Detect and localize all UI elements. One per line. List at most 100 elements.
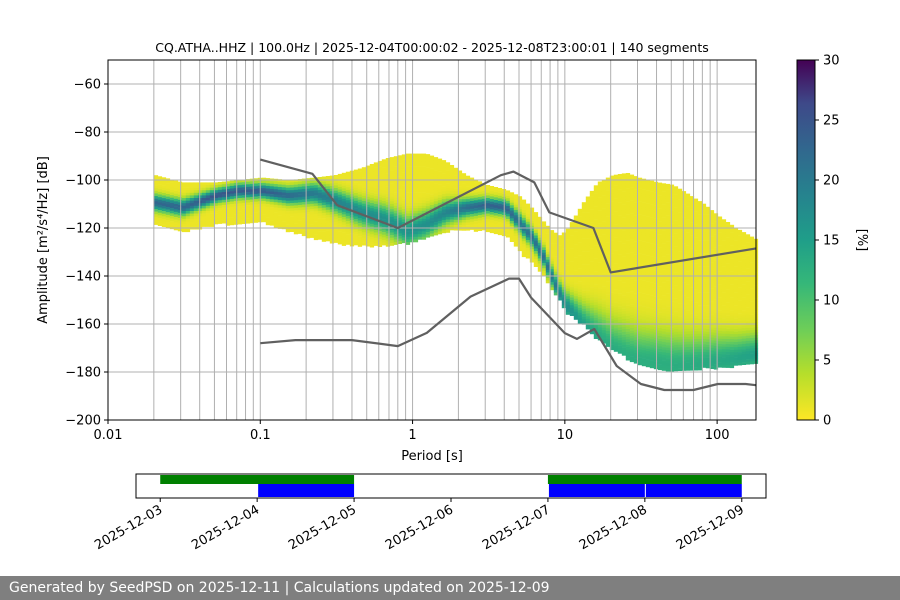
heatmap-cell (425, 161, 431, 165)
heatmap-cell (401, 196, 407, 199)
heatmap-cell (369, 242, 375, 245)
heatmap-cell (237, 221, 243, 225)
heatmap-cell (685, 323, 691, 327)
heatmap-cell (693, 266, 699, 270)
heatmap-cell (541, 231, 547, 235)
heatmap-cell (189, 205, 195, 209)
heatmap-cell (669, 275, 675, 279)
heatmap-cell (709, 298, 715, 302)
heatmap-cell (429, 228, 435, 232)
heatmap-cell (553, 235, 559, 239)
heatmap-cell (713, 288, 719, 292)
heatmap-cell (601, 278, 607, 282)
heatmap-cell (665, 350, 671, 354)
heatmap-cell (725, 310, 731, 314)
heatmap-cell (613, 198, 619, 201)
heatmap-cell (609, 321, 615, 325)
heatmap-cell (365, 207, 371, 211)
heatmap-cell (469, 214, 475, 217)
heatmap-cell (689, 281, 695, 285)
heatmap-cell (709, 267, 715, 271)
heatmap-cell (701, 331, 707, 334)
heatmap-cell (597, 228, 603, 232)
heatmap-cell (329, 232, 335, 236)
heatmap-cell (569, 227, 575, 231)
heatmap-cell (481, 214, 487, 218)
heatmap-cell (713, 267, 719, 271)
heatmap-cell (581, 295, 587, 299)
heatmap-cell (205, 205, 211, 209)
heatmap-cell (457, 209, 463, 213)
heatmap-cell (593, 211, 599, 215)
heatmap-cell (561, 253, 567, 257)
heatmap-cell (513, 222, 519, 226)
heatmap-cell (457, 225, 463, 228)
heatmap-cell (425, 164, 431, 168)
heatmap-cell (697, 349, 703, 353)
heatmap-cell (313, 200, 319, 204)
heatmap-cell (397, 189, 403, 192)
heatmap-cell (449, 175, 455, 179)
heatmap-cell (353, 242, 359, 246)
heatmap-cell (533, 217, 539, 221)
heatmap-cell (221, 220, 227, 224)
heatmap-cell (721, 240, 727, 243)
heatmap-cell (421, 205, 427, 209)
heatmap-cell (589, 284, 595, 288)
heatmap-cell (437, 182, 443, 185)
heatmap-cell (577, 312, 583, 316)
heatmap-cell (365, 168, 371, 172)
heatmap-cell (633, 220, 639, 224)
heatmap-cell (553, 282, 559, 285)
heatmap-cell (673, 326, 679, 330)
heatmap-cell (557, 287, 563, 291)
heatmap-cell (421, 177, 427, 180)
heatmap-cell (621, 303, 627, 307)
heatmap-cell (677, 235, 683, 239)
heatmap-cell (681, 209, 687, 213)
heatmap-cell (201, 185, 207, 188)
heatmap-cell (681, 344, 687, 348)
heatmap-cell (361, 237, 367, 241)
heatmap-cell (677, 201, 683, 205)
heatmap-cell (721, 279, 727, 282)
heatmap-cell (401, 154, 407, 158)
heatmap-cell (669, 231, 675, 235)
heatmap-cell (725, 326, 731, 329)
heatmap-cell (313, 208, 319, 212)
heatmap-cell (461, 175, 467, 179)
heatmap-cell (497, 221, 503, 225)
heatmap-cell (613, 211, 619, 214)
heatmap-cell (381, 195, 387, 199)
heatmap-cell (701, 214, 707, 217)
heatmap-cell (333, 232, 339, 236)
heatmap-cell (653, 340, 659, 344)
heatmap-cell (645, 200, 651, 204)
heatmap-cell (693, 248, 699, 251)
heatmap-cell (393, 216, 399, 219)
heatmap-cell (409, 190, 415, 193)
heatmap-cell (449, 183, 455, 187)
heatmap-cell (497, 224, 503, 228)
heatmap-cell (393, 203, 399, 206)
heatmap-cell (333, 177, 339, 181)
heatmap-cell (429, 205, 435, 208)
heatmap-cell (669, 197, 675, 201)
heatmap-cell (697, 242, 703, 246)
heatmap-cell (681, 326, 687, 330)
heatmap-cell (421, 223, 427, 227)
heatmap-cell (633, 300, 639, 304)
heatmap-cell (673, 207, 679, 210)
heatmap-cell (521, 238, 527, 242)
heatmap-cell (345, 215, 351, 219)
heatmap-cell (161, 216, 167, 220)
heatmap-cell (681, 279, 687, 283)
heatmap-cell (689, 250, 695, 254)
heatmap-cell (669, 236, 675, 240)
heatmap-cell (681, 308, 687, 311)
heatmap-cell (545, 267, 551, 271)
heatmap-cell (661, 253, 667, 257)
heatmap-cell (681, 354, 687, 358)
heatmap-cell (381, 224, 387, 228)
heatmap-cell (705, 256, 711, 260)
